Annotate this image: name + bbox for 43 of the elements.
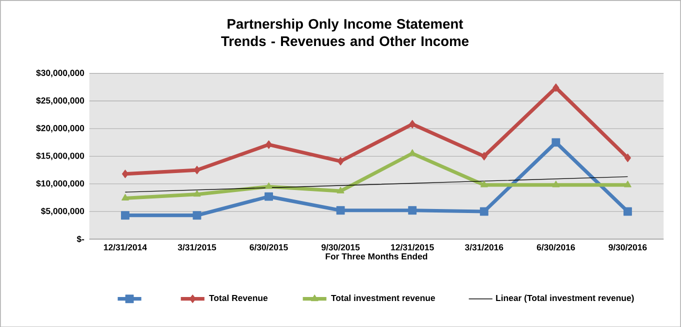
point — [552, 138, 560, 146]
point — [624, 153, 631, 162]
point — [193, 190, 201, 196]
point — [266, 140, 272, 149]
point — [480, 207, 488, 216]
y-tick-label: $10,000,000 — [36, 180, 84, 188]
x-tick-label: 9/30/2015 — [322, 244, 360, 250]
point — [624, 180, 632, 188]
point — [623, 207, 632, 216]
x-tick-label: 12/31/2014 — [104, 244, 147, 250]
legend-label: Total Revenue — [209, 294, 268, 301]
x-tick-label: 6/30/2015 — [250, 244, 288, 250]
y-tick-label: $20,000,000 — [36, 124, 84, 132]
point — [480, 180, 488, 188]
point — [122, 169, 128, 178]
point — [336, 206, 345, 214]
point — [552, 83, 560, 92]
point — [409, 120, 416, 128]
y-tick-label: $- — [76, 235, 84, 242]
y-tick-label: $15,000,000 — [36, 152, 84, 160]
x-tick-label: 9/30/2016 — [608, 244, 647, 250]
y-tick-label: $30,000,000 — [36, 69, 84, 78]
x-tick-label: 6/30/2016 — [536, 244, 575, 250]
x-axis-title: For Three Months Ended — [326, 252, 428, 260]
point — [122, 194, 129, 200]
point — [120, 210, 130, 220]
point — [337, 156, 344, 166]
legend-label: Total investment revenue — [331, 294, 436, 301]
legend-label: Linear (Total investment revenue) — [496, 294, 634, 303]
point — [480, 152, 488, 160]
point — [408, 206, 417, 214]
x-tick-label: 3/31/2015 — [178, 244, 216, 250]
point — [336, 186, 344, 194]
y-tick-label: $25,000,000 — [36, 96, 84, 105]
x-tick-label: 12/31/2015 — [391, 244, 434, 250]
x-tick-label: 3/31/2016 — [464, 244, 504, 250]
point — [194, 166, 200, 174]
y-tick-label: $5,000,000 — [40, 207, 84, 216]
point — [264, 192, 273, 201]
point — [552, 180, 560, 188]
point — [265, 182, 272, 189]
point — [192, 210, 202, 220]
chart-title: Partnership Only Income Statement Trends - Revenues and Other Income — [221, 18, 469, 46]
